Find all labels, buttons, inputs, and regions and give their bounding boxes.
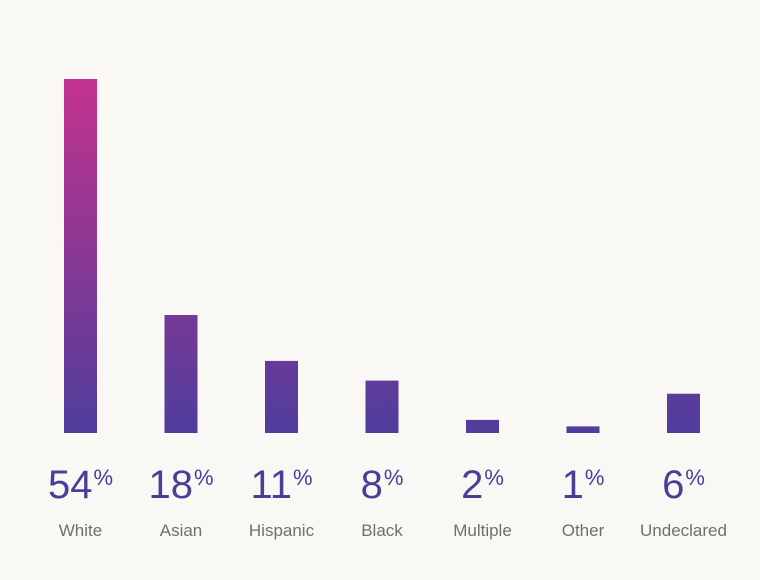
bar-multiple	[466, 419, 499, 433]
category-label-hispanic: Hispanic	[249, 521, 315, 540]
value-number: 2	[461, 463, 483, 507]
percent-sign: %	[384, 465, 404, 490]
bar-white	[64, 79, 97, 433]
bars-group	[64, 79, 700, 433]
bar-asian	[164, 315, 198, 433]
category-label-undeclared: Undeclared	[640, 521, 727, 540]
value-labels-group: 54% 18% 11% 8% 2% 1% 6%	[48, 463, 705, 507]
category-label-other: Other	[562, 521, 605, 540]
value-number: 1	[562, 463, 584, 507]
category-labels-group: White Asian Hispanic Black Multiple Other Unde…	[59, 521, 727, 540]
value-number: 8	[361, 463, 383, 507]
percent-sign: %	[293, 465, 313, 490]
value-number: 18	[148, 463, 193, 507]
value-label-white: 54%	[48, 463, 113, 507]
category-label-multiple: Multiple	[453, 521, 512, 540]
percent-sign: %	[484, 465, 504, 490]
bar-black	[365, 380, 399, 433]
value-number: 6	[662, 463, 684, 507]
value-number: 11	[250, 463, 292, 507]
category-label-asian: Asian	[160, 521, 203, 540]
bar-hispanic	[265, 360, 298, 433]
value-label-asian: 18%	[148, 463, 213, 507]
percent-sign: %	[194, 465, 214, 490]
value-label-other: 1%	[562, 463, 605, 507]
value-label-multiple: 2%	[461, 463, 504, 507]
bar-undeclared	[667, 393, 700, 433]
category-label-black: Black	[361, 521, 403, 540]
percent-sign: %	[585, 465, 605, 490]
value-label-hispanic: 11%	[250, 463, 312, 507]
value-number: 54	[48, 463, 93, 507]
value-label-undeclared: 6%	[662, 463, 705, 507]
bar-other	[566, 426, 600, 433]
percent-sign: %	[685, 465, 705, 490]
value-label-black: 8%	[361, 463, 404, 507]
category-label-white: White	[59, 521, 102, 540]
percent-sign: %	[93, 465, 113, 490]
